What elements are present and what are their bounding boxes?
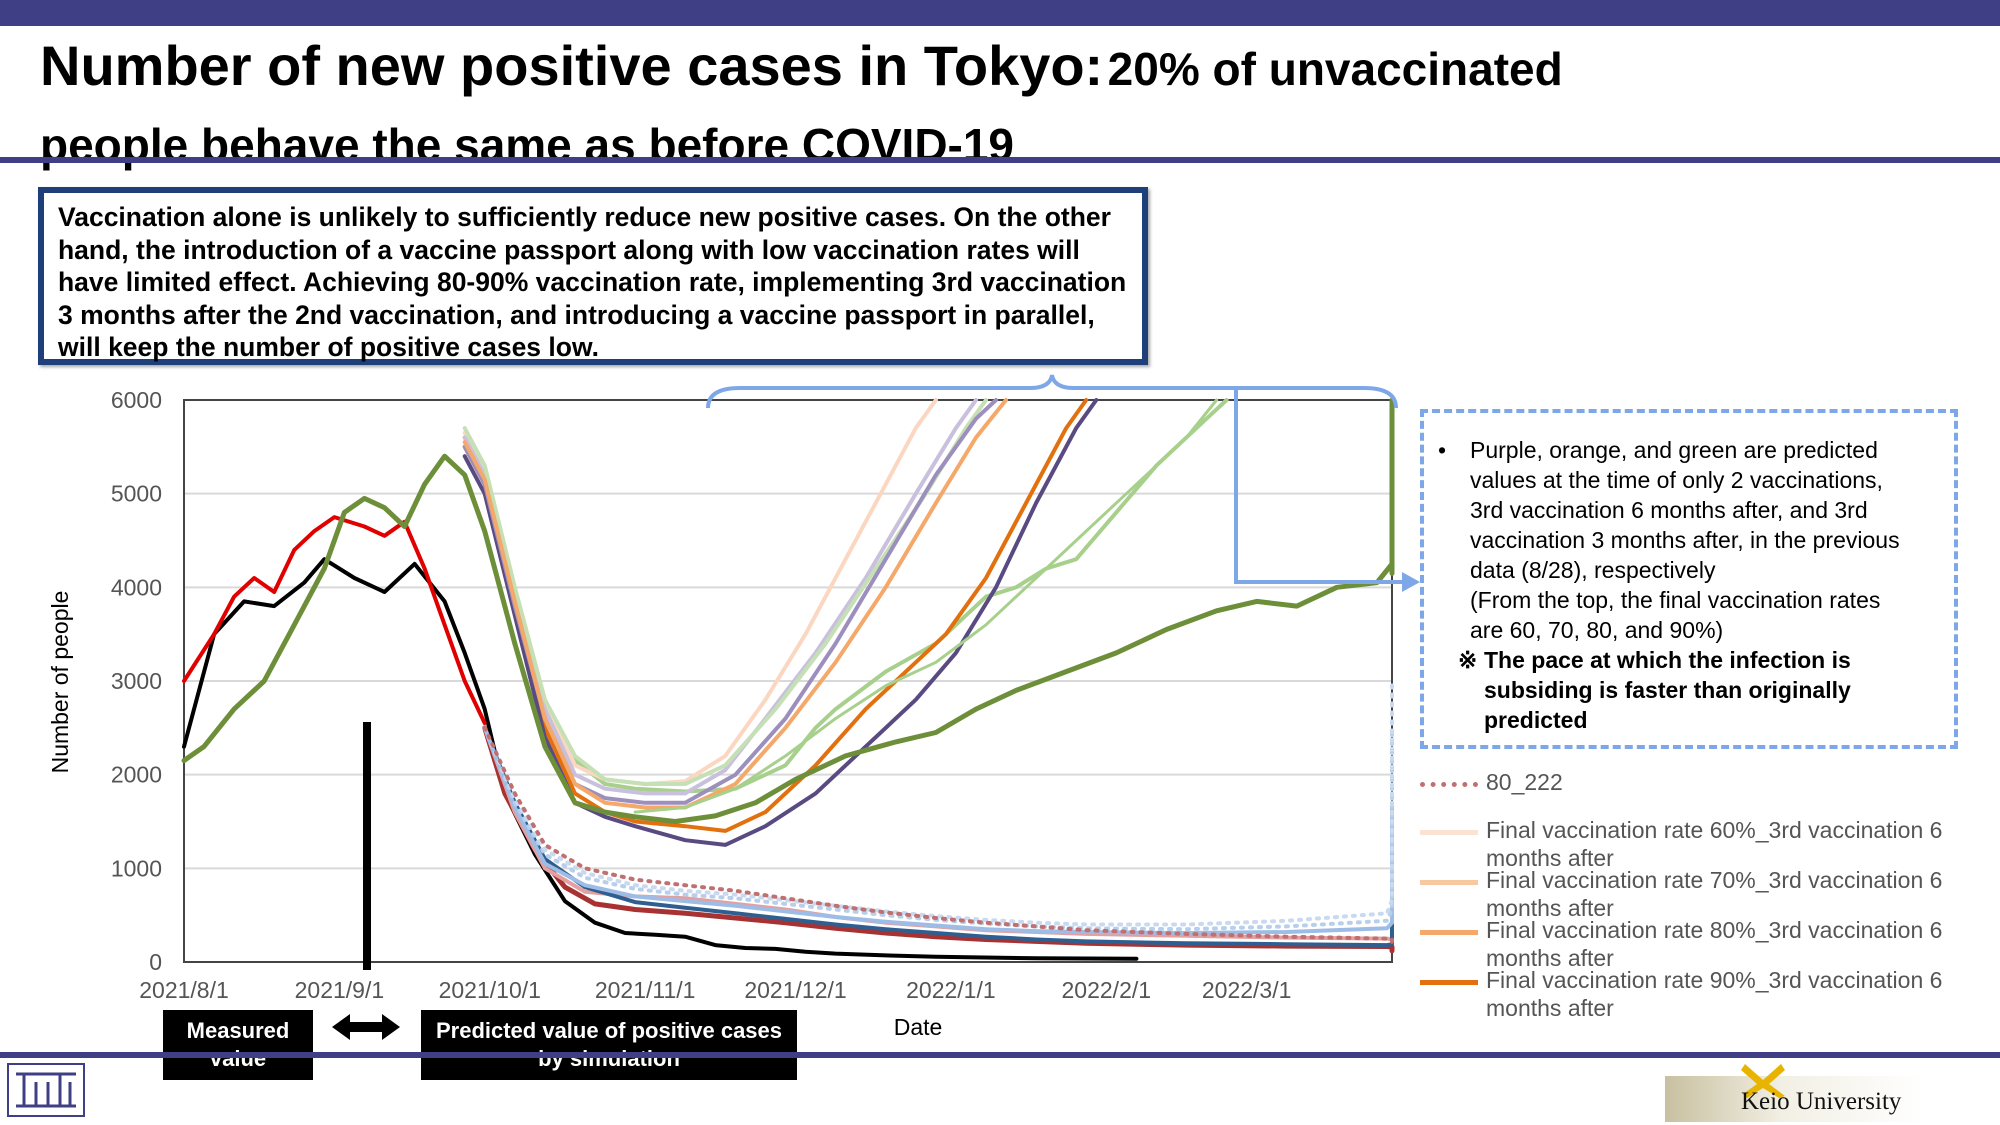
x-tick-label: 2021/8/1 xyxy=(139,977,229,1003)
title-main: Number of new positive cases in Tokyo: xyxy=(40,34,1104,97)
x-tick-label: 2021/12/1 xyxy=(744,977,846,1003)
note-box: • Purple, orange, and green are predicte… xyxy=(1420,409,1958,749)
series-line xyxy=(482,725,1395,954)
y-tick-label: 4000 xyxy=(111,574,162,600)
x-axis-label: Date xyxy=(894,1014,943,1040)
series-line xyxy=(633,398,1219,814)
series-line xyxy=(181,397,1395,824)
x-tick-label: 2021/9/1 xyxy=(295,977,385,1003)
legend-label: Final vaccination rate 90%_3rd vaccinati… xyxy=(1486,967,1943,1021)
series-line xyxy=(482,679,1394,927)
arrow-connector xyxy=(1234,388,1410,584)
y-tick-label: 6000 xyxy=(111,387,162,413)
measured-divider xyxy=(363,722,371,970)
y-axis-label: Number of people xyxy=(47,591,73,774)
note-warning: ※ The pace at which the infection is xyxy=(1438,645,1936,675)
double-arrow-icon xyxy=(332,1014,400,1040)
bullet-mark: • xyxy=(1438,437,1447,463)
pen-logo-icon xyxy=(1741,1064,1785,1098)
legend-label: 80_222 xyxy=(1486,769,1563,795)
y-tick-label: 1000 xyxy=(111,855,162,881)
university-logo: Keio University xyxy=(1665,1064,1925,1122)
note-line-3: vaccination 3 months after, in the previ… xyxy=(1470,527,1900,553)
title-divider xyxy=(0,157,2000,163)
y-tick-label: 2000 xyxy=(111,762,162,788)
series-line xyxy=(482,725,1394,932)
note-line-0: Purple, orange, and green are predicted xyxy=(1470,437,1878,463)
y-tick-label: 3000 xyxy=(111,668,162,694)
x-tick-label: 2021/11/1 xyxy=(595,977,696,1003)
arrow-head xyxy=(1402,572,1420,592)
note-line-5: (From the top, the final vaccination rat… xyxy=(1470,587,1881,613)
warning-mark: ※ xyxy=(1458,647,1478,673)
warning-line-1: subsiding is faster than originally xyxy=(1484,677,1851,703)
series-line xyxy=(482,725,1394,947)
institution-logo xyxy=(7,1063,85,1117)
x-tick-label: 2021/10/1 xyxy=(439,977,541,1003)
measured-value-badge: Measured value xyxy=(163,1010,313,1080)
predicted-value-badge: Predicted value of positive cases by sim… xyxy=(421,1010,797,1080)
warning-line-0: The pace at which the infection is xyxy=(1484,647,1851,673)
x-tick-label: 2022/2/1 xyxy=(1062,977,1152,1003)
bracket-connector xyxy=(706,374,1398,409)
x-tick-labels: 2021/8/1 2021/9/1 2021/10/1 2021/11/1 2021/1… xyxy=(139,977,1291,1003)
series-line xyxy=(182,515,487,726)
footer-divider xyxy=(0,1052,2000,1058)
series-line xyxy=(482,725,1394,935)
legend-swatch xyxy=(1420,830,1478,835)
legend-label: Final vaccination rate 80%_3rd vaccinati… xyxy=(1486,917,1943,971)
legend-swatch xyxy=(1420,930,1478,935)
legend-swatch xyxy=(1420,880,1478,885)
note-line-1: values at the time of only 2 vaccination… xyxy=(1470,467,1883,493)
x-tick-label: 2022/3/1 xyxy=(1202,977,1292,1003)
series-line xyxy=(482,725,1394,946)
y-tick-label: 0 xyxy=(149,949,162,975)
legend-swatch xyxy=(1420,782,1478,787)
y-tick-label: 5000 xyxy=(111,481,162,507)
x-tick-label: 2022/1/1 xyxy=(906,977,996,1003)
title-sub-line1: 20% of unvaccinated xyxy=(1107,43,1563,95)
legend-label: Final vaccination rate 60%_3rd vaccinati… xyxy=(1486,817,1943,871)
note-bullet: • Purple, orange, and green are predicte… xyxy=(1438,435,1936,465)
summary-box: Vaccination alone is unlikely to suffici… xyxy=(38,187,1148,365)
note-line-2: 3rd vaccination 6 months after, and 3rd xyxy=(1470,497,1868,523)
warning-line-2: predicted xyxy=(1484,707,1588,733)
series-line xyxy=(462,398,1099,847)
series-line xyxy=(182,557,1139,961)
series-line xyxy=(482,725,1394,948)
university-name: Keio University xyxy=(1741,1088,1902,1115)
y-tick-labels: 0 1000 2000 3000 4000 5000 6000 xyxy=(111,387,162,975)
note-line-4: data (8/28), respectively xyxy=(1470,557,1716,583)
top-bar xyxy=(0,0,2000,26)
legend-label: Final vaccination rate 70%_3rd vaccinati… xyxy=(1486,867,1943,921)
chart-series xyxy=(181,397,1395,961)
series-line xyxy=(462,398,1089,833)
note-line-6: are 60, 70, 80, and 90%) xyxy=(1470,617,1724,643)
legend-swatch xyxy=(1420,980,1478,985)
